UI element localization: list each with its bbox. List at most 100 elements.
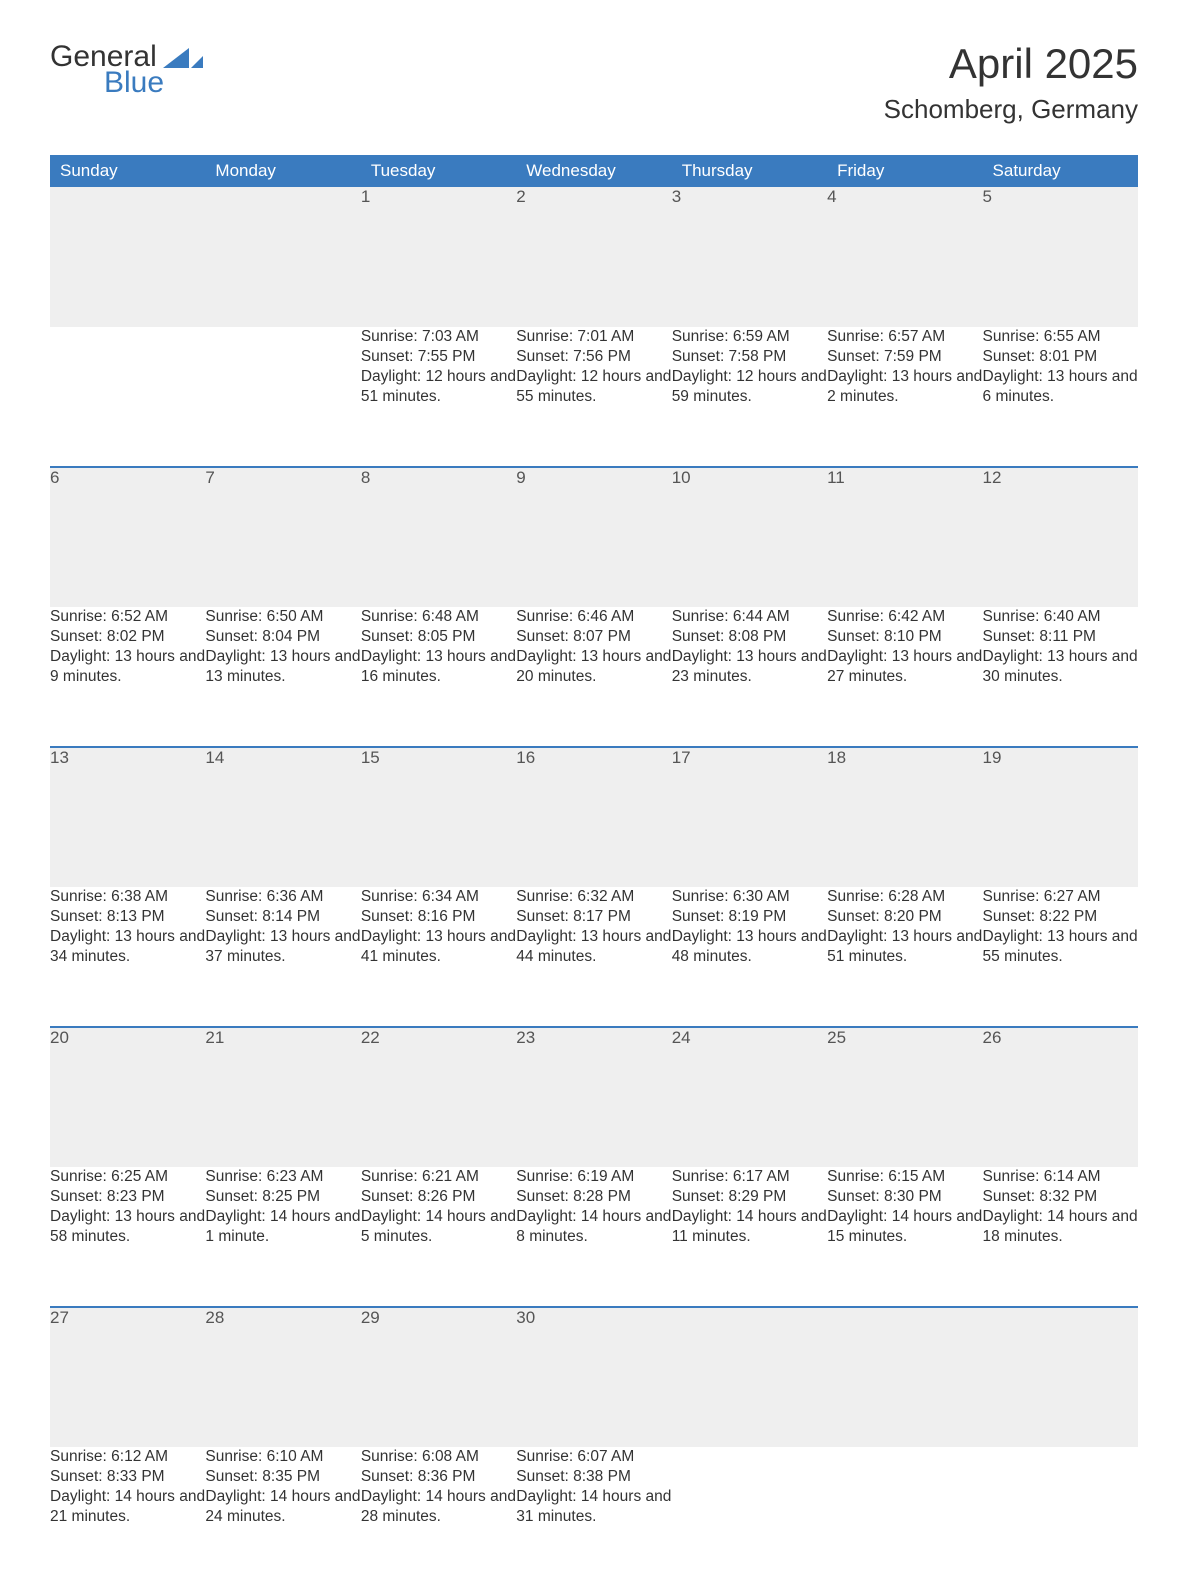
daylight-line: Daylight: 14 hours and 1 minute. bbox=[205, 1207, 360, 1247]
sunrise-line: Sunrise: 6:17 AM bbox=[672, 1167, 827, 1187]
location: Schomberg, Germany bbox=[884, 94, 1138, 125]
sunrise-line: Sunrise: 6:10 AM bbox=[205, 1447, 360, 1467]
logo-triangle-icon bbox=[163, 46, 203, 68]
day-cell: Sunrise: 6:59 AMSunset: 7:58 PMDaylight:… bbox=[672, 327, 827, 467]
day-number-cell: 13 bbox=[50, 747, 205, 887]
day-number-cell: 21 bbox=[205, 1027, 360, 1167]
daynum-row: 27282930 bbox=[50, 1307, 1138, 1447]
daynum-row: 6789101112 bbox=[50, 467, 1138, 607]
day-body-row: Sunrise: 6:38 AMSunset: 8:13 PMDaylight:… bbox=[50, 887, 1138, 1027]
sunrise-line: Sunrise: 6:19 AM bbox=[516, 1167, 671, 1187]
daylight-line: Daylight: 13 hours and 58 minutes. bbox=[50, 1207, 205, 1247]
sunrise-line: Sunrise: 6:28 AM bbox=[827, 887, 982, 907]
daylight-line: Daylight: 13 hours and 16 minutes. bbox=[361, 647, 516, 687]
sunset-line: Sunset: 8:32 PM bbox=[983, 1187, 1138, 1207]
sunset-line: Sunset: 8:35 PM bbox=[205, 1467, 360, 1487]
sunrise-line: Sunrise: 7:01 AM bbox=[516, 327, 671, 347]
daylight-line: Daylight: 14 hours and 31 minutes. bbox=[516, 1487, 671, 1527]
weekday-header: Monday bbox=[205, 155, 360, 187]
day-number-cell: 28 bbox=[205, 1307, 360, 1447]
day-number-cell: 6 bbox=[50, 467, 205, 607]
day-number-cell: 23 bbox=[516, 1027, 671, 1167]
sunset-line: Sunset: 8:05 PM bbox=[361, 627, 516, 647]
day-number-cell bbox=[983, 1307, 1138, 1447]
weekday-header: Thursday bbox=[672, 155, 827, 187]
day-cell: Sunrise: 6:32 AMSunset: 8:17 PMDaylight:… bbox=[516, 887, 671, 1027]
day-cell: Sunrise: 6:36 AMSunset: 8:14 PMDaylight:… bbox=[205, 887, 360, 1027]
day-number-cell: 24 bbox=[672, 1027, 827, 1167]
sunrise-line: Sunrise: 6:15 AM bbox=[827, 1167, 982, 1187]
sunrise-line: Sunrise: 6:14 AM bbox=[983, 1167, 1138, 1187]
day-cell bbox=[827, 1447, 982, 1587]
sunrise-line: Sunrise: 6:40 AM bbox=[983, 607, 1138, 627]
day-number-cell: 4 bbox=[827, 187, 982, 327]
day-number-cell: 19 bbox=[983, 747, 1138, 887]
day-body-row: Sunrise: 6:12 AMSunset: 8:33 PMDaylight:… bbox=[50, 1447, 1138, 1587]
day-number-cell: 29 bbox=[361, 1307, 516, 1447]
weekday-header: Sunday bbox=[50, 155, 205, 187]
day-cell: Sunrise: 6:40 AMSunset: 8:11 PMDaylight:… bbox=[983, 607, 1138, 747]
sunset-line: Sunset: 8:33 PM bbox=[50, 1467, 205, 1487]
weekday-header: Saturday bbox=[983, 155, 1138, 187]
sunset-line: Sunset: 8:13 PM bbox=[50, 907, 205, 927]
day-cell: Sunrise: 6:55 AMSunset: 8:01 PMDaylight:… bbox=[983, 327, 1138, 467]
page-title: April 2025 bbox=[884, 40, 1138, 88]
sunset-line: Sunset: 8:23 PM bbox=[50, 1187, 205, 1207]
day-number-cell: 11 bbox=[827, 467, 982, 607]
sunrise-line: Sunrise: 6:07 AM bbox=[516, 1447, 671, 1467]
sunset-line: Sunset: 8:28 PM bbox=[516, 1187, 671, 1207]
day-cell: Sunrise: 6:07 AMSunset: 8:38 PMDaylight:… bbox=[516, 1447, 671, 1587]
daylight-line: Daylight: 14 hours and 5 minutes. bbox=[361, 1207, 516, 1247]
daylight-line: Daylight: 14 hours and 21 minutes. bbox=[50, 1487, 205, 1527]
daylight-line: Daylight: 13 hours and 9 minutes. bbox=[50, 647, 205, 687]
sunset-line: Sunset: 8:07 PM bbox=[516, 627, 671, 647]
day-number-cell: 14 bbox=[205, 747, 360, 887]
sunrise-line: Sunrise: 6:21 AM bbox=[361, 1167, 516, 1187]
daylight-line: Daylight: 13 hours and 34 minutes. bbox=[50, 927, 205, 967]
day-cell: Sunrise: 6:15 AMSunset: 8:30 PMDaylight:… bbox=[827, 1167, 982, 1307]
sunrise-line: Sunrise: 6:46 AM bbox=[516, 607, 671, 627]
day-cell: Sunrise: 6:23 AMSunset: 8:25 PMDaylight:… bbox=[205, 1167, 360, 1307]
day-cell: Sunrise: 6:42 AMSunset: 8:10 PMDaylight:… bbox=[827, 607, 982, 747]
day-number-cell: 3 bbox=[672, 187, 827, 327]
daylight-line: Daylight: 13 hours and 44 minutes. bbox=[516, 927, 671, 967]
day-number-cell: 9 bbox=[516, 467, 671, 607]
sunrise-line: Sunrise: 6:59 AM bbox=[672, 327, 827, 347]
sunrise-line: Sunrise: 6:52 AM bbox=[50, 607, 205, 627]
sunset-line: Sunset: 7:56 PM bbox=[516, 347, 671, 367]
day-cell: Sunrise: 6:14 AMSunset: 8:32 PMDaylight:… bbox=[983, 1167, 1138, 1307]
daylight-line: Daylight: 13 hours and 51 minutes. bbox=[827, 927, 982, 967]
sunset-line: Sunset: 8:04 PM bbox=[205, 627, 360, 647]
sunset-line: Sunset: 8:17 PM bbox=[516, 907, 671, 927]
day-number-cell bbox=[50, 187, 205, 327]
daynum-row: 13141516171819 bbox=[50, 747, 1138, 887]
sunset-line: Sunset: 7:55 PM bbox=[361, 347, 516, 367]
daylight-line: Daylight: 13 hours and 2 minutes. bbox=[827, 367, 982, 407]
sunset-line: Sunset: 8:26 PM bbox=[361, 1187, 516, 1207]
logo-word2: Blue bbox=[104, 66, 164, 100]
day-number-cell bbox=[205, 187, 360, 327]
sunrise-line: Sunrise: 6:32 AM bbox=[516, 887, 671, 907]
sunrise-line: Sunrise: 6:48 AM bbox=[361, 607, 516, 627]
sunrise-line: Sunrise: 6:50 AM bbox=[205, 607, 360, 627]
day-cell: Sunrise: 6:38 AMSunset: 8:13 PMDaylight:… bbox=[50, 887, 205, 1027]
daylight-line: Daylight: 13 hours and 30 minutes. bbox=[983, 647, 1138, 687]
day-cell: Sunrise: 7:01 AMSunset: 7:56 PMDaylight:… bbox=[516, 327, 671, 467]
sunrise-line: Sunrise: 6:34 AM bbox=[361, 887, 516, 907]
day-cell bbox=[205, 327, 360, 467]
sunrise-line: Sunrise: 6:36 AM bbox=[205, 887, 360, 907]
daylight-line: Daylight: 13 hours and 13 minutes. bbox=[205, 647, 360, 687]
logo: General Blue bbox=[50, 40, 203, 100]
day-cell bbox=[983, 1447, 1138, 1587]
sunrise-line: Sunrise: 6:23 AM bbox=[205, 1167, 360, 1187]
day-cell: Sunrise: 6:30 AMSunset: 8:19 PMDaylight:… bbox=[672, 887, 827, 1027]
day-cell: Sunrise: 6:46 AMSunset: 8:07 PMDaylight:… bbox=[516, 607, 671, 747]
day-number-cell: 17 bbox=[672, 747, 827, 887]
daylight-line: Daylight: 12 hours and 55 minutes. bbox=[516, 367, 671, 407]
day-cell: Sunrise: 6:48 AMSunset: 8:05 PMDaylight:… bbox=[361, 607, 516, 747]
day-cell: Sunrise: 6:08 AMSunset: 8:36 PMDaylight:… bbox=[361, 1447, 516, 1587]
calendar-table: Sunday Monday Tuesday Wednesday Thursday… bbox=[50, 155, 1138, 1587]
day-number-cell: 2 bbox=[516, 187, 671, 327]
day-cell bbox=[50, 327, 205, 467]
daylight-line: Daylight: 14 hours and 18 minutes. bbox=[983, 1207, 1138, 1247]
